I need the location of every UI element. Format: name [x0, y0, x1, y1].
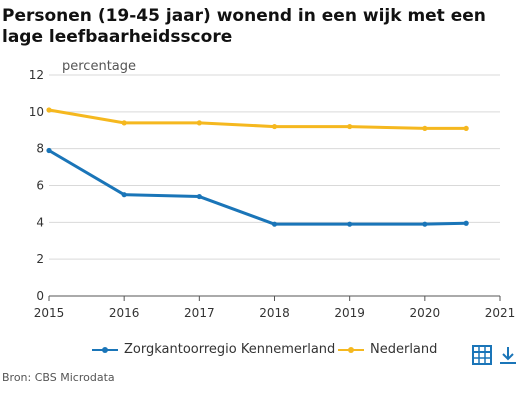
- legend-swatch-series-1: [92, 345, 118, 355]
- table-icon[interactable]: [471, 344, 493, 366]
- data-point-series-1[interactable]: [121, 192, 127, 198]
- grid: [49, 74, 500, 297]
- y-tick-label: 2: [36, 252, 44, 266]
- x-tick-label: 2017: [184, 306, 215, 320]
- chart-title: Personen (19-45 jaar) wonend in een wijk…: [2, 6, 486, 47]
- x-tick-label: 2020: [410, 306, 441, 320]
- legend-item-series-2[interactable]: Nederland: [338, 342, 437, 357]
- data-point-series-2[interactable]: [196, 120, 202, 126]
- legend-swatch-series-2: [338, 345, 364, 355]
- series-line-2: [47, 108, 468, 130]
- data-point-series-1[interactable]: [463, 220, 469, 226]
- data-point-series-1[interactable]: [196, 193, 202, 200]
- data-point-series-1[interactable]: [271, 221, 278, 227]
- x-axis-ticks: 2015 2016 2017 2018 2019 2020 2021: [34, 296, 516, 320]
- x-tick-label: 2019: [334, 306, 365, 320]
- legend-label-series-2: Nederland: [370, 342, 438, 357]
- download-icon[interactable]: [497, 344, 519, 366]
- data-point-series-2[interactable]: [463, 125, 469, 132]
- line-chart: 0 2 4 6 8 10 12 2015 2016 2017 2018 2019 2020 2021 p…: [29, 59, 516, 320]
- legend-item-series-1[interactable]: Zorgkantoorregio Kennemerland: [92, 342, 335, 357]
- data-point-series-2[interactable]: [271, 123, 278, 130]
- y-tick-label: 10: [29, 105, 44, 119]
- data-point-series-2[interactable]: [347, 123, 353, 130]
- data-point-series-1[interactable]: [422, 221, 428, 227]
- y-tick-label: 8: [36, 142, 44, 156]
- source-note: Bron: CBS Microdata: [2, 371, 115, 384]
- data-point-series-2[interactable]: [121, 120, 127, 126]
- data-point-series-2[interactable]: [422, 125, 428, 132]
- data-point-series-1[interactable]: [347, 221, 353, 227]
- series-line-1: [47, 149, 468, 226]
- series-lines: [46, 107, 469, 227]
- x-tick-label: 2015: [34, 306, 65, 320]
- legend-label-series-1: Zorgkantoorregio Kennemerland: [124, 342, 336, 357]
- y-tick-label: 4: [36, 215, 44, 229]
- x-tick-label: 2016: [109, 306, 140, 320]
- y-axis-ticks: 0 2 4 6 8 10 12: [29, 68, 44, 303]
- x-tick-label: 2018: [259, 306, 290, 320]
- y-tick-label: 0: [36, 289, 44, 303]
- x-tick-label: 2021: [485, 306, 516, 320]
- data-point-series-2[interactable]: [46, 107, 52, 113]
- y-axis-label: percentage: [62, 59, 136, 74]
- y-tick-label: 12: [29, 68, 44, 82]
- y-tick-label: 6: [36, 179, 44, 193]
- data-point-series-1[interactable]: [46, 147, 52, 154]
